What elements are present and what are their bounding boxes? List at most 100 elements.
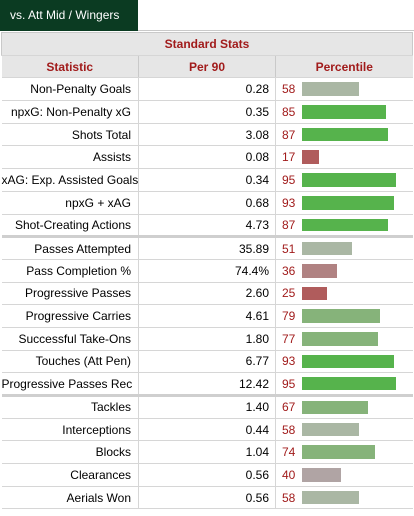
percentile-bar xyxy=(302,309,380,323)
percentile-value: 36 xyxy=(282,263,296,278)
stat-percentile-cell: 87 xyxy=(275,214,413,238)
percentile-value: 87 xyxy=(282,217,296,232)
percentile-bar xyxy=(302,150,319,165)
stat-name: Pass Completion % xyxy=(1,259,139,283)
stat-percentile-cell: 85 xyxy=(275,100,413,124)
percentile-value: 67 xyxy=(282,400,296,415)
stat-per90: 6.77 xyxy=(138,350,276,374)
stat-name: Shot-Creating Actions xyxy=(1,214,139,238)
stat-percentile-cell: 40 xyxy=(275,463,413,487)
table-row: Shot-Creating Actions 4.73 87 xyxy=(1,214,413,238)
table-row: Touches (Att Pen) 6.77 93 xyxy=(1,350,413,374)
percentile-value: 77 xyxy=(282,331,296,346)
table-row: npxG + xAG 0.68 93 xyxy=(1,191,413,215)
table-row: Successful Take-Ons 1.80 77 xyxy=(1,327,413,351)
table-row: Progressive Passes Rec 12.42 95 xyxy=(1,372,413,396)
percentile-bar xyxy=(302,286,327,301)
stat-name: Progressive Carries xyxy=(1,304,139,328)
tab-bar: vs. Att Mid / Wingers xyxy=(0,0,414,31)
stat-per90: 74.4% xyxy=(138,259,276,283)
column-header-per90[interactable]: Per 90 xyxy=(138,55,276,79)
stat-name: Clearances xyxy=(1,463,139,487)
percentile-bar-track xyxy=(302,309,401,323)
percentile-bar xyxy=(302,242,353,255)
percentile-bar-track xyxy=(302,468,401,482)
stat-name: npxG + xAG xyxy=(1,191,139,215)
percentile-value: 95 xyxy=(282,172,296,187)
percentile-bar-track xyxy=(302,150,401,165)
percentile-bar-track xyxy=(302,286,401,301)
percentile-bar xyxy=(302,82,360,97)
stat-percentile-cell: 67 xyxy=(275,394,413,419)
stat-per90: 3.08 xyxy=(138,123,276,147)
stat-per90: 0.28 xyxy=(138,77,276,102)
stat-name: Passes Attempted xyxy=(1,235,139,260)
percentile-bar xyxy=(302,218,388,232)
percentile-value: 58 xyxy=(282,82,296,97)
percentile-bar xyxy=(302,127,388,142)
stat-name: Interceptions xyxy=(1,418,139,442)
table-row: Aerials Won 0.56 58 xyxy=(1,486,413,510)
percentile-bar xyxy=(302,468,342,482)
stat-percentile-cell: 95 xyxy=(275,168,413,192)
stat-percentile-cell: 93 xyxy=(275,350,413,374)
table-row: Non-Penalty Goals 0.28 58 xyxy=(1,77,413,102)
percentile-bar xyxy=(302,490,360,505)
table-row: Tackles 1.40 67 xyxy=(1,394,413,419)
table-row: npxG: Non-Penalty xG 0.35 85 xyxy=(1,100,413,124)
table-row: Pass Completion % 74.4% 36 xyxy=(1,259,413,283)
percentile-bar-track xyxy=(302,127,401,142)
table-row: Interceptions 0.44 58 xyxy=(1,418,413,442)
stat-percentile-cell: 87 xyxy=(275,123,413,147)
stat-percentile-cell: 58 xyxy=(275,486,413,510)
stat-per90: 2.60 xyxy=(138,282,276,306)
column-header-statistic[interactable]: Statistic xyxy=(1,55,139,79)
column-header-percentile[interactable]: Percentile xyxy=(275,55,413,79)
percentile-value: 51 xyxy=(282,241,296,256)
percentile-bar xyxy=(302,105,386,119)
percentile-value: 93 xyxy=(282,354,296,369)
stat-per90: 4.61 xyxy=(138,304,276,328)
stat-per90: 35.89 xyxy=(138,235,276,260)
percentile-bar-track xyxy=(302,445,401,460)
stat-name: xAG: Exp. Assisted Goals xyxy=(1,168,139,192)
table-row: Passes Attempted 35.89 51 xyxy=(1,235,413,260)
table-caption: Standard Stats xyxy=(1,32,413,56)
stat-name: Assists xyxy=(1,145,139,170)
percentile-value: 95 xyxy=(282,376,296,391)
percentile-bar-track xyxy=(302,82,401,97)
percentile-bar xyxy=(302,263,338,278)
stat-name: Successful Take-Ons xyxy=(1,327,139,351)
stat-percentile-cell: 58 xyxy=(275,77,413,102)
standard-stats-table: Standard Stats Statistic Per 90 Percenti… xyxy=(1,32,413,510)
percentile-bar xyxy=(302,354,394,369)
percentile-bar xyxy=(302,377,396,390)
table-row: Clearances 0.56 40 xyxy=(1,463,413,487)
percentile-bar-track xyxy=(302,354,401,369)
stat-percentile-cell: 74 xyxy=(275,440,413,465)
percentile-value: 87 xyxy=(282,127,296,142)
percentile-bar xyxy=(302,422,360,437)
percentile-value: 40 xyxy=(282,467,296,482)
percentile-value: 25 xyxy=(282,286,296,301)
stat-percentile-cell: 25 xyxy=(275,282,413,306)
stat-per90: 0.44 xyxy=(138,418,276,442)
stat-per90: 1.40 xyxy=(138,394,276,419)
tab-vs-att-mid-wingers[interactable]: vs. Att Mid / Wingers xyxy=(0,0,138,31)
percentile-bar-track xyxy=(302,173,401,187)
stat-name: Non-Penalty Goals xyxy=(1,77,139,102)
percentile-bar-track xyxy=(302,195,401,210)
percentile-bar xyxy=(302,195,394,210)
stat-per90: 0.34 xyxy=(138,168,276,192)
stat-name: npxG: Non-Penalty xG xyxy=(1,100,139,124)
stat-per90: 0.56 xyxy=(138,463,276,487)
table-row: Blocks 1.04 74 xyxy=(1,440,413,465)
stat-per90: 12.42 xyxy=(138,372,276,396)
table-row: Assists 0.08 17 xyxy=(1,145,413,170)
percentile-bar-track xyxy=(302,422,401,437)
stat-name: Shots Total xyxy=(1,123,139,147)
stat-per90: 0.56 xyxy=(138,486,276,510)
stat-per90: 0.35 xyxy=(138,100,276,124)
table-row: Progressive Passes 2.60 25 xyxy=(1,282,413,306)
percentile-value: 85 xyxy=(282,104,296,119)
